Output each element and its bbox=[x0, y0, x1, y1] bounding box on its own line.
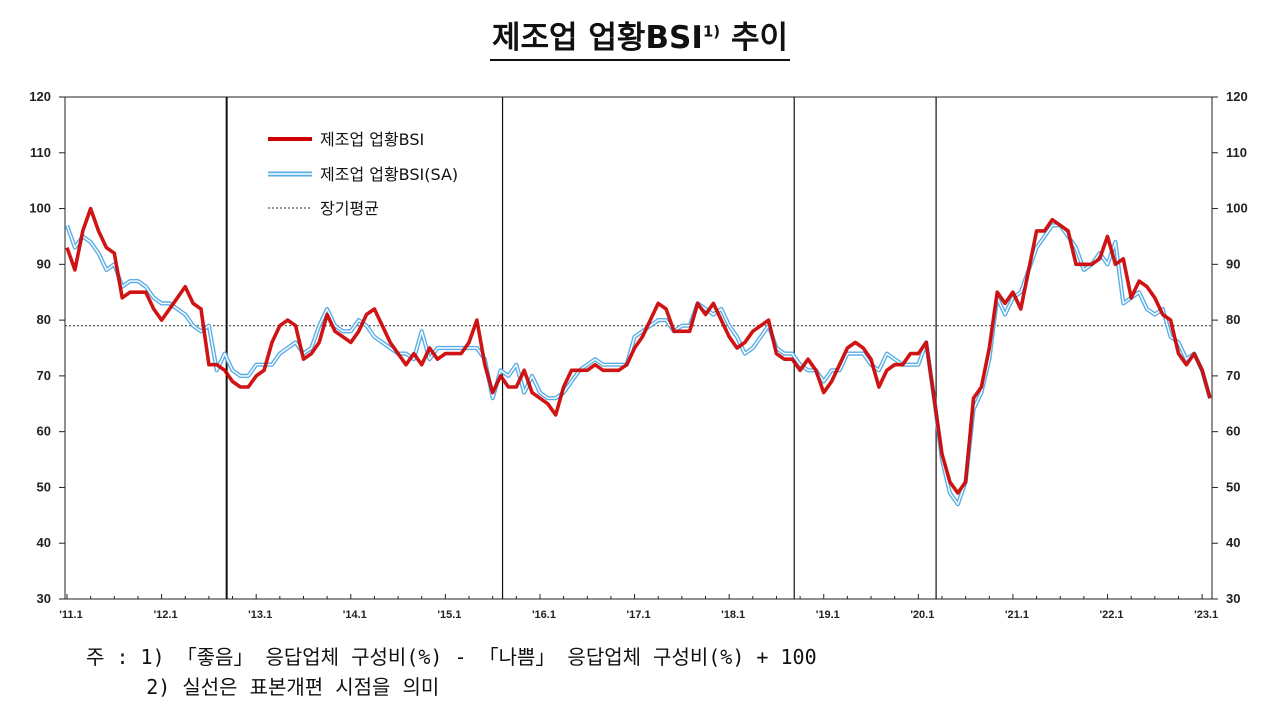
chart-title-suffix: 추이 bbox=[720, 20, 789, 56]
footnote-1: 주 : 1) 「좋음」 응답업체 구성비(%) - 「나쁨」 응답업체 구성비(… bbox=[86, 645, 817, 669]
x-tick-label: '19.1 bbox=[816, 609, 840, 621]
footnotes: 주 : 1) 「좋음」 응답업체 구성비(%) - 「나쁨」 응답업체 구성비(… bbox=[86, 642, 817, 702]
y-tick-label-right: 30 bbox=[1226, 591, 1240, 606]
x-tick-label: '22.1 bbox=[1100, 609, 1124, 621]
x-tick-label: '20.1 bbox=[910, 609, 934, 621]
series-line-bsi bbox=[65, 206, 1212, 495]
y-tick-label-left: 120 bbox=[29, 89, 51, 104]
legend: 제조업 업황BSI 제조업 업황BSI(SA) 장기평균 bbox=[268, 130, 458, 218]
x-tick-label: '18.1 bbox=[721, 609, 745, 621]
footnote-2: 2) 실선은 표본개편 시점을 의미 bbox=[86, 675, 440, 699]
legend-label-bsi: 제조업 업황BSI bbox=[320, 130, 424, 149]
x-tick-label: '16.1 bbox=[532, 609, 556, 621]
y-tick-label-left: 90 bbox=[37, 256, 51, 271]
x-tick-label: '14.1 bbox=[343, 609, 367, 621]
series-line-sa-core bbox=[66, 224, 1211, 505]
x-tick-label: '21.1 bbox=[1005, 609, 1029, 621]
y-tick-label-left: 110 bbox=[30, 145, 51, 160]
sample-revision-lines bbox=[225, 97, 937, 599]
y-tick-label-left: 40 bbox=[37, 535, 51, 550]
x-tick-label: '12.1 bbox=[154, 609, 178, 621]
y-tick-label-left: 80 bbox=[37, 312, 51, 327]
y-tick-label-left: 60 bbox=[37, 424, 51, 439]
series-group bbox=[65, 206, 1213, 507]
y-tick-label-left: 100 bbox=[29, 201, 51, 216]
x-tick-label: '11.1 bbox=[59, 609, 82, 621]
y-tick-label-left: 30 bbox=[37, 591, 51, 606]
chart-title-footnote-mark: 1) bbox=[702, 22, 721, 41]
y-tick-label-right: 70 bbox=[1226, 368, 1240, 383]
x-tick-label: '15.1 bbox=[437, 609, 461, 621]
legend-label-sa: 제조업 업황BSI(SA) bbox=[320, 165, 458, 184]
y-axis-right: 30 40 50 60 70 80 90 100 110 120 bbox=[1212, 89, 1248, 606]
x-tick-label: '13.1 bbox=[248, 609, 272, 621]
y-tick-label-right: 90 bbox=[1226, 256, 1240, 271]
y-tick-label-left: 70 bbox=[37, 368, 51, 383]
y-axis-left: 30 40 50 60 70 80 90 100 110 120 bbox=[29, 89, 65, 606]
y-tick-label-right: 110 bbox=[1226, 145, 1247, 160]
x-tick-label: '17.1 bbox=[627, 609, 651, 621]
plot-area bbox=[64, 96, 1213, 600]
x-axis: '11.1 '12.1 '13.1 '14.1 '15.1 '16.1 '17.1 '18.1… bbox=[59, 594, 1218, 621]
chart-title: 제조업 업황BSI1) 추이 bbox=[0, 18, 1280, 61]
y-tick-label-right: 40 bbox=[1226, 535, 1240, 550]
y-tick-label-right: 50 bbox=[1226, 479, 1240, 494]
chart-title-main: 제조업 업황BSI bbox=[491, 20, 703, 56]
y-tick-label-left: 50 bbox=[37, 479, 51, 494]
legend-label-average: 장기평균 bbox=[320, 199, 379, 218]
y-tick-label-right: 80 bbox=[1226, 312, 1240, 327]
y-tick-label-right: 100 bbox=[1226, 201, 1248, 216]
x-tick-label: '23.1 bbox=[1194, 609, 1218, 621]
chart-title-text: 제조업 업황BSI1) 추이 bbox=[489, 18, 791, 61]
y-tick-label-right: 120 bbox=[1226, 89, 1248, 104]
y-tick-label-right: 60 bbox=[1226, 424, 1240, 439]
